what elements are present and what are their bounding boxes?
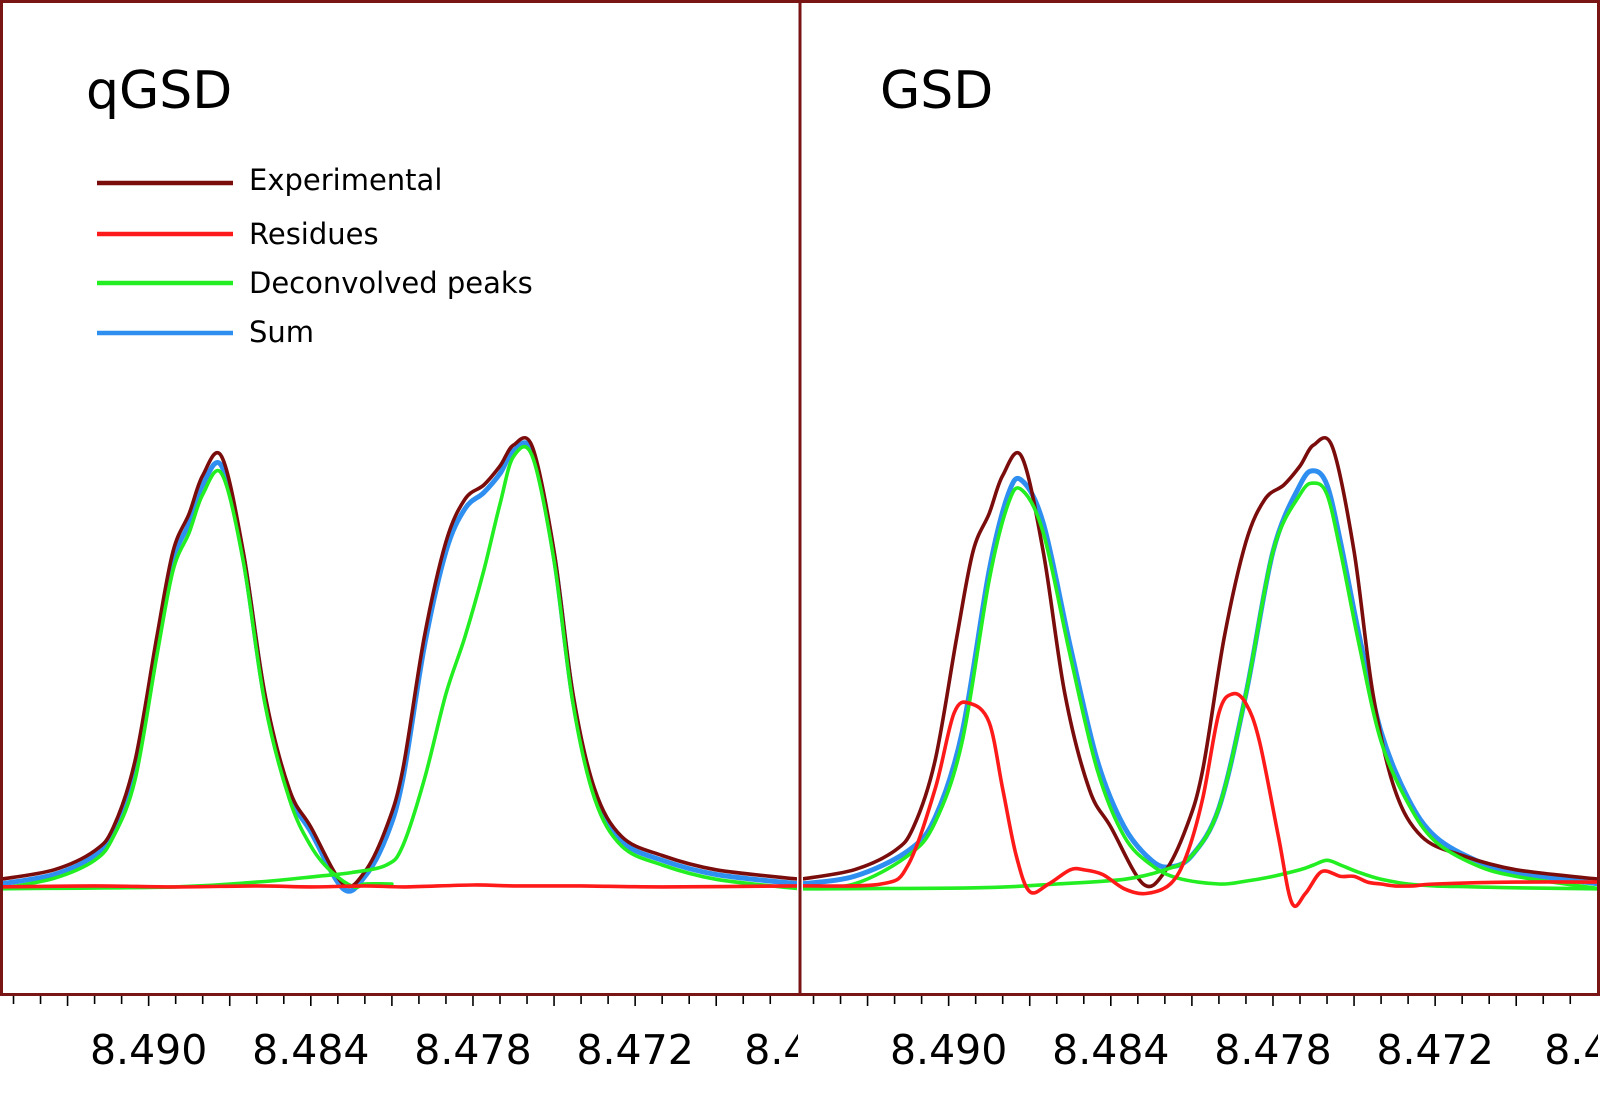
x-tick-labels-qgsd: 8.490 8.484 8.478 8.472 8.46 <box>90 1026 835 1074</box>
series-deconvolved-peaks-2-qgsd <box>3 444 797 891</box>
x-tick-label: 8.478 <box>414 1026 531 1074</box>
x-tick-label: 8.490 <box>90 1026 207 1074</box>
panel-qgsd-series <box>3 436 797 894</box>
panel-title-qgsd: qGSD <box>86 61 232 121</box>
panel-title-gsd: GSD <box>880 61 993 121</box>
series-residues-1-gsd <box>803 691 1597 909</box>
x-tick-label: 8.46 <box>744 1026 835 1074</box>
x-tick-label: 8.484 <box>252 1026 369 1074</box>
legend-label-residues: Residues <box>249 217 379 251</box>
x-tick-label: 8.46 <box>1544 1026 1600 1074</box>
panel-gsd-frame <box>798 0 1600 996</box>
legend: Experimental Residues Deconvolved peaks … <box>97 163 533 349</box>
x-tick-labels-gsd: 8.490 8.484 8.478 8.472 8.46 <box>890 1026 1600 1074</box>
series-experimental-1-gsd <box>803 436 1597 889</box>
x-tick-label: 8.478 <box>1214 1026 1331 1074</box>
x-tick-label: 8.472 <box>576 1026 693 1074</box>
legend-label-deconvolved-peaks: Deconvolved peaks <box>249 266 533 300</box>
x-tick-label: 8.484 <box>1052 1026 1169 1074</box>
panel-qgsd: qGSD Experimental Residues Deconvolved p… <box>3 61 797 894</box>
series-deconvolved-peaks-1-qgsd <box>3 469 394 891</box>
x-axis-gsd: 8.490 8.484 8.478 8.472 8.46 <box>812 996 1600 1074</box>
legend-label-sum: Sum <box>249 315 314 349</box>
x-axis-qgsd: 8.490 8.484 8.478 8.472 8.46 <box>12 996 835 1074</box>
legend-label-experimental: Experimental <box>249 163 442 197</box>
x-tick-label: 8.472 <box>1376 1026 1493 1074</box>
panel-gsd: GSD <box>803 61 1597 909</box>
x-tick-label: 8.490 <box>890 1026 1007 1074</box>
panel-gsd-series <box>803 436 1597 909</box>
series-residues-1-qgsd <box>3 883 797 889</box>
